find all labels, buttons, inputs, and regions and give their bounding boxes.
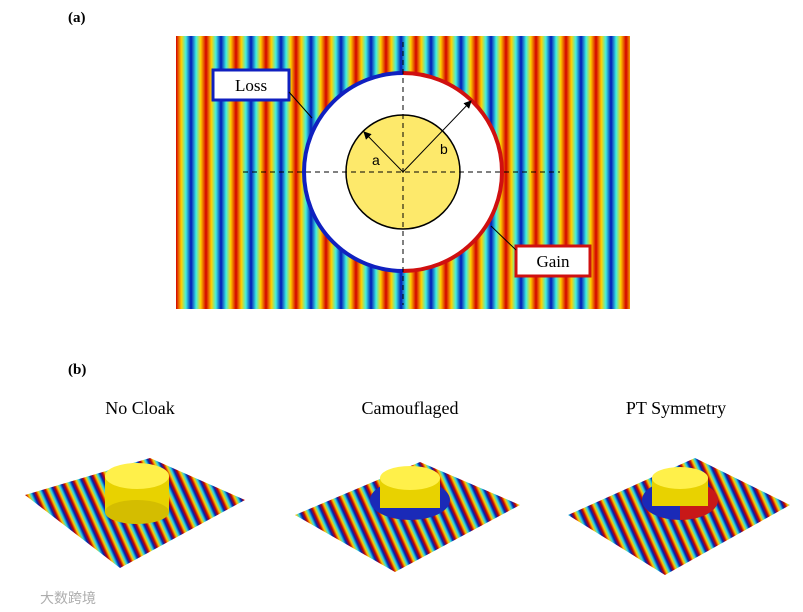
radius-arrow xyxy=(363,131,404,173)
label-box xyxy=(514,244,592,278)
subplot-title: PT Symmetry xyxy=(626,398,726,418)
panel-label: (a) xyxy=(68,10,86,26)
radius-label: b xyxy=(440,141,448,157)
watermark: 大数跨境 xyxy=(40,590,96,606)
gain-label: Gain xyxy=(536,252,570,271)
pointer xyxy=(288,91,313,119)
label-box xyxy=(211,68,291,102)
pointer xyxy=(490,225,517,251)
gain-boundary xyxy=(402,71,504,273)
cylinder-top xyxy=(652,467,708,489)
radius-label: a xyxy=(372,152,380,168)
loss-label: Loss xyxy=(235,76,267,95)
subplot-title: Camouflaged xyxy=(362,398,459,418)
radius-arrow xyxy=(402,100,472,173)
subplot-title: No Cloak xyxy=(105,398,175,418)
cylinder-top xyxy=(105,463,169,489)
loss-boundary xyxy=(302,71,404,273)
cylinder-base xyxy=(105,500,169,524)
panel-label: (b) xyxy=(68,362,86,378)
cylinder-top xyxy=(380,466,440,490)
